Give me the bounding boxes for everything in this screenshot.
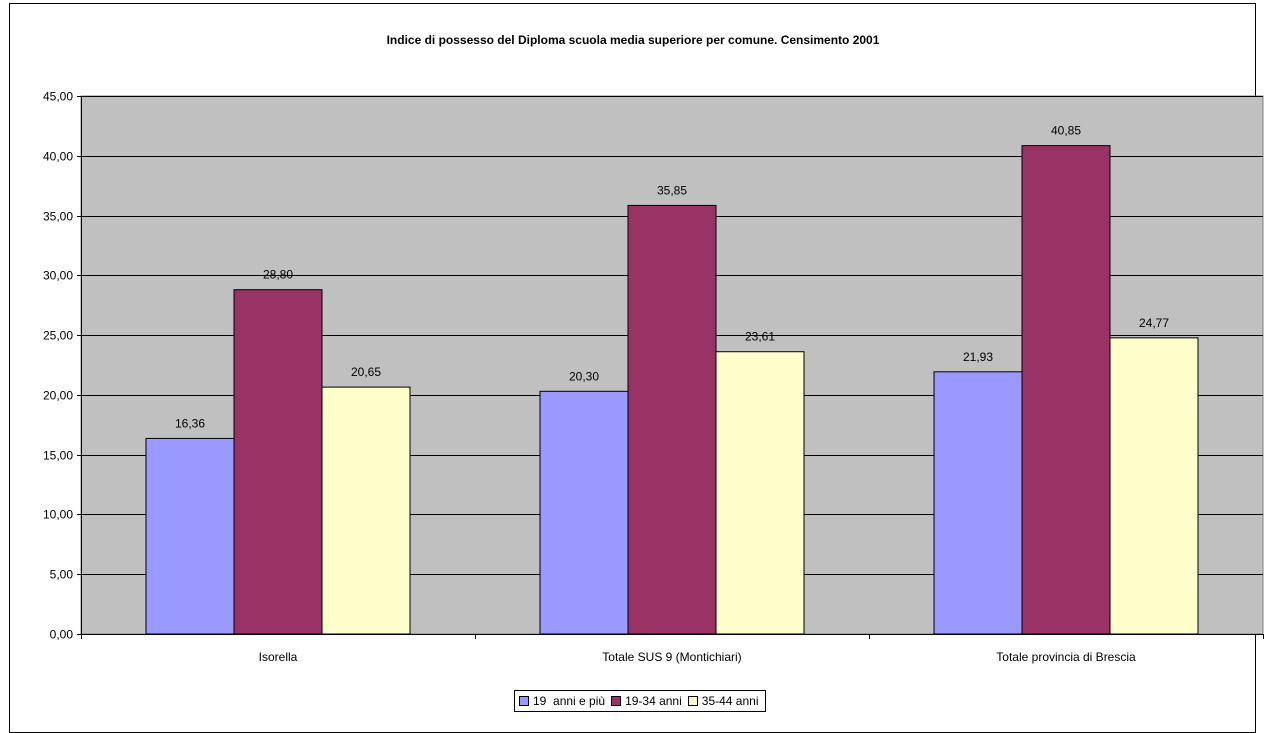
y-tick-label: 30,00 xyxy=(43,269,73,283)
x-tick-label: Totale SUS 9 (Montichiari) xyxy=(602,650,741,664)
legend-item: 19-34 anni xyxy=(611,694,682,708)
y-tick-label: 45,00 xyxy=(43,90,73,104)
y-tick-label: 25,00 xyxy=(43,329,73,343)
x-tick-label: Totale provincia di Brescia xyxy=(996,650,1136,664)
legend-swatch xyxy=(611,696,622,706)
legend-label: 35-44 anni xyxy=(701,694,759,708)
bar xyxy=(539,390,629,635)
y-tick-label: 5,00 xyxy=(50,568,74,582)
legend-label: 19-34 anni xyxy=(625,694,682,708)
bar-chart: 0,00 5,00 10,00 15,00 20,00 25,00 30,00 35,00 40… xyxy=(43,90,1264,664)
data-label: 20,65 xyxy=(351,365,381,379)
y-tick-label: 15,00 xyxy=(43,449,73,463)
y-tick-label: 20,00 xyxy=(43,389,73,403)
x-tick-label: Isorella xyxy=(259,650,298,664)
data-label: 21,93 xyxy=(963,350,993,364)
data-label: 20,30 xyxy=(569,369,599,383)
y-tick-label: 40,00 xyxy=(43,150,73,164)
data-label: 24,77 xyxy=(1139,316,1169,330)
bar xyxy=(321,386,411,635)
legend-item: 19 anni e più xyxy=(519,694,605,708)
legend-swatch xyxy=(687,696,698,706)
bar xyxy=(1021,145,1111,635)
data-label: 23,61 xyxy=(745,330,775,344)
legend-item: 35-44 anni xyxy=(687,694,759,708)
bar xyxy=(627,204,717,635)
bar xyxy=(715,351,805,635)
data-label: 35,85 xyxy=(657,183,687,197)
legend: 19 anni e più 19-34 anni 35-44 anni xyxy=(514,690,766,712)
data-label: 40,85 xyxy=(1051,124,1081,138)
y-tick-label: 35,00 xyxy=(43,210,73,224)
bar xyxy=(933,371,1023,635)
chart-title: Indice di possesso del Diploma scuola me… xyxy=(386,33,880,47)
legend-swatch xyxy=(519,696,529,706)
y-tick-label: 10,00 xyxy=(43,508,73,522)
y-tick-label: 0,00 xyxy=(50,628,74,642)
legend-label: 19 anni e più xyxy=(533,694,606,708)
bar xyxy=(145,437,235,635)
bar xyxy=(1109,337,1199,635)
data-label: 16,36 xyxy=(175,416,205,430)
data-label: 28,80 xyxy=(263,268,293,282)
bar xyxy=(233,289,323,635)
